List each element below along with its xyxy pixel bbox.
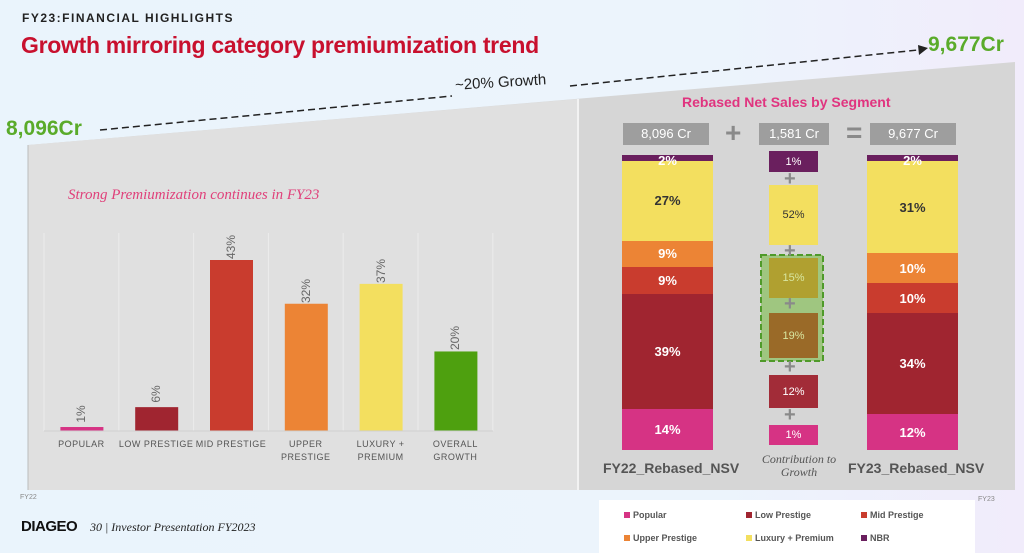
category-label: LUXURY + PREMIUM <box>356 439 405 462</box>
legend: Popular Low Prestige Mid Prestige Upper Pre… <box>599 500 975 553</box>
end-value: 9,677Cr <box>928 33 1004 56</box>
segment-mid-prestige: 9% <box>622 267 713 294</box>
legend-swatch <box>746 512 752 518</box>
legend-item: NBR <box>861 533 890 543</box>
contribution-upper-prestige: 15% <box>769 258 818 298</box>
legend-label: Popular <box>633 510 667 520</box>
value-label: 37% <box>373 258 388 283</box>
legend-swatch <box>624 535 630 541</box>
value-label: 1% <box>74 405 89 423</box>
legend-label: NBR <box>870 533 890 543</box>
bar-low-prestige <box>135 407 179 431</box>
value-label: 32% <box>298 278 313 303</box>
plus-icon: + <box>784 404 796 426</box>
segment-luxury-premium: 27% <box>622 160 713 241</box>
legend-item: Mid Prestige <box>861 510 924 520</box>
bar-overall-growth <box>434 351 478 431</box>
total-fy23: 9,677 Cr <box>870 123 956 145</box>
contribution-luxury-premium: 52% <box>769 185 818 245</box>
contribution-low-prestige: 12% <box>769 375 818 408</box>
page-title: Growth mirroring category premiumization… <box>21 32 539 58</box>
plus-icon: + <box>725 117 742 148</box>
fy23-note: FY23 <box>978 496 995 503</box>
arrow-head-icon <box>918 45 928 55</box>
diageo-logo: DIAGEO <box>21 518 78 535</box>
segment-low-prestige: 34% <box>867 312 958 415</box>
left-chart-title: Strong Premiumization continues in FY23 <box>68 187 320 203</box>
segment-popular: 12% <box>867 414 958 450</box>
segment-low-prestige: 39% <box>622 293 713 409</box>
legend-item: Popular <box>624 510 667 520</box>
contribution-mid-prestige: 19% <box>769 313 818 358</box>
footer-text: 30 | Investor Presentation FY2023 <box>90 520 256 534</box>
legend-label: Luxury + Premium <box>755 533 834 543</box>
legend-label: Upper Prestige <box>633 533 698 543</box>
category-label: LOW PRESTIGE <box>118 439 194 449</box>
bar-upper-prestige <box>284 303 328 431</box>
plus-icon: + <box>784 293 796 315</box>
legend-swatch <box>624 512 630 518</box>
plus-icon: + <box>784 168 796 190</box>
growth-dashed-line-left <box>99 95 453 131</box>
segment-popular: 14% <box>622 408 713 450</box>
total-contribution: 1,581 Cr <box>759 123 829 145</box>
bar-mid-prestige <box>210 260 253 431</box>
bar-label-fy22: FY22_Rebased_NSV <box>603 460 740 476</box>
stacked-bar-fy23: 12% 34% 10% 10% 31% 2% <box>867 154 958 450</box>
start-value: 8,096Cr <box>6 117 82 140</box>
plus-icon: + <box>784 240 796 262</box>
category-label: OVERALL GROWTH <box>432 439 478 462</box>
value-label: 43% <box>224 234 238 260</box>
plus-icon: + <box>784 356 796 378</box>
category-label: POPULAR <box>58 439 105 449</box>
bar-luxury-premium <box>359 283 403 431</box>
segment-nbr: 2% <box>622 154 713 167</box>
stacked-bar-fy22: 14% 39% 9% 9% 27% 2% <box>622 154 713 450</box>
segment-luxury-premium: 31% <box>867 160 958 254</box>
equals-icon: = <box>846 117 863 148</box>
section-kicker: FY23:FINANCIAL HIGHLIGHTS <box>22 11 234 25</box>
bar-label-fy23: FY23_Rebased_NSV <box>848 460 985 476</box>
legend-label: Low Prestige <box>755 510 812 520</box>
fy22-note: FY22 <box>20 494 37 501</box>
segment-upper-prestige: 10% <box>867 253 958 284</box>
total-fy22: 8,096 Cr <box>623 123 709 145</box>
bar-popular <box>60 427 104 431</box>
contribution-popular: 1% <box>769 425 818 445</box>
bar-label-contribution: Contribution to Growth <box>761 452 837 479</box>
legend-swatch <box>746 535 752 541</box>
legend-swatch <box>861 535 867 541</box>
legend-swatch <box>861 512 867 518</box>
category-label: MID PRESTIGE <box>195 439 267 449</box>
segment-upper-prestige: 9% <box>622 240 713 268</box>
contribution-nbr: 1% <box>769 151 818 172</box>
growth-dashed-line-right <box>569 49 919 87</box>
legend-item: Luxury + Premium <box>746 533 834 543</box>
legend-label: Mid Prestige <box>870 510 924 520</box>
value-label: 6% <box>149 385 164 403</box>
value-label: 20% <box>448 326 463 351</box>
segment-mid-prestige: 10% <box>867 283 958 313</box>
right-chart-title: Rebased Net Sales by Segment <box>682 94 891 110</box>
category-label: UPPER PRESTIGE <box>281 439 331 462</box>
legend-item: Low Prestige <box>746 510 811 520</box>
segment-nbr: 2% <box>867 154 958 167</box>
legend-item: Upper Prestige <box>624 533 697 543</box>
